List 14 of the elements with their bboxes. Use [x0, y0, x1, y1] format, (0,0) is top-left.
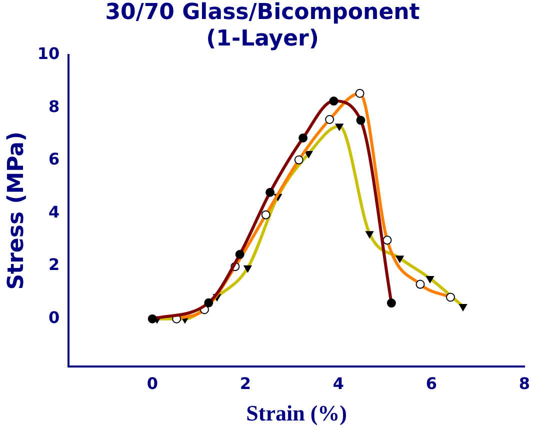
x-tick-label: 4: [332, 374, 344, 394]
chart-title: 30/70 Glass/Bicomponent (1-Layer): [105, 0, 420, 52]
x-tick-label: 8: [518, 374, 530, 394]
y-tick-label: 10: [37, 44, 60, 63]
x-tick-label: 0: [146, 374, 158, 394]
y-tick-label: 6: [48, 150, 60, 169]
y-tick-label: 4: [48, 202, 60, 222]
x-tick-label: 6: [426, 374, 437, 394]
x-axis-title: Strain (%): [246, 400, 347, 426]
y-tick-label: 2: [48, 255, 60, 274]
y-tick-label: 8: [48, 96, 60, 116]
y-tick-label: 0: [48, 308, 60, 328]
x-tick-label: 2: [240, 374, 251, 394]
y-axis-title: Stress (MPa): [4, 131, 29, 290]
